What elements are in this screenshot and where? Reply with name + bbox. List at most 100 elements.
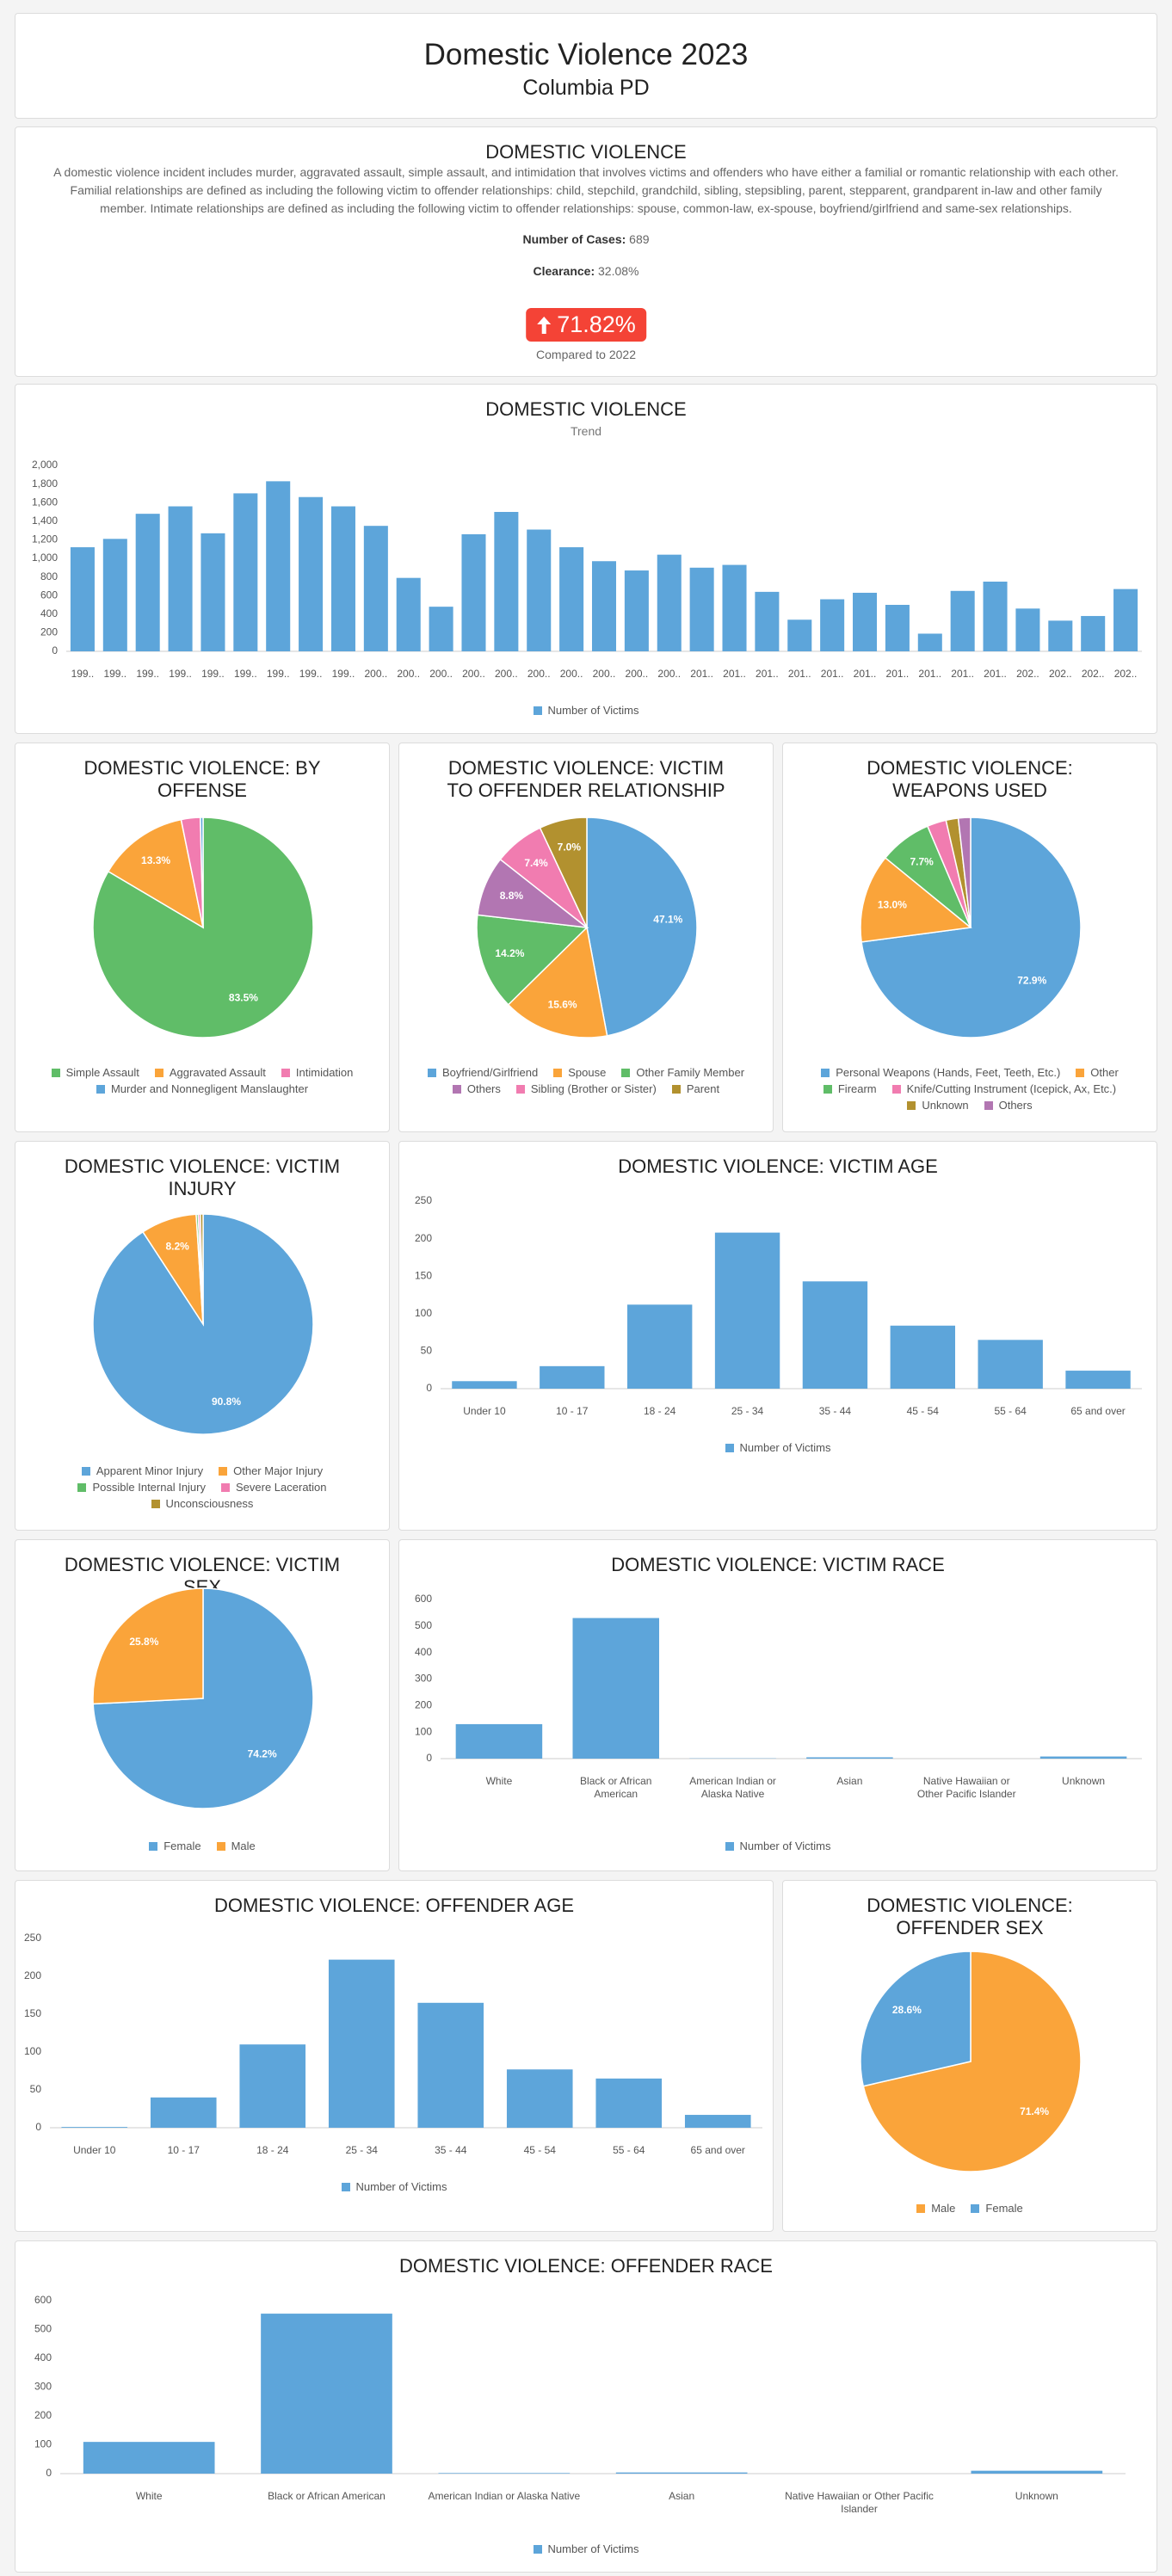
legend-swatch — [971, 2203, 980, 2213]
legend-label: Unconsciousness — [165, 1497, 254, 1510]
legend-item: Others — [452, 1082, 501, 1095]
x-tick-label: Native Hawaiian or Other Pacific Islande… — [785, 2490, 934, 2515]
y-tick-label: 1,000 — [32, 552, 58, 564]
legend: Number of Victims — [33, 2542, 1139, 2555]
x-tick-label: 45 - 54 — [523, 2144, 556, 2156]
chart-title: DOMESTIC VIOLENCE: VICTIM INJURY — [64, 1156, 341, 1199]
chart-panel: DOMESTIC VIOLENCE: VICTIM RACE 0 100 200 300… — [398, 1539, 1157, 1871]
legend-label: Number of Victims — [547, 2542, 639, 2555]
bar — [168, 506, 193, 651]
legend-item: Severe Laceration — [221, 1481, 327, 1494]
y-tick-label: 600 — [415, 1593, 432, 1605]
y-tick-label: 200 — [415, 1699, 432, 1711]
y-tick-label: 600 — [34, 2294, 52, 2306]
chart-subtitle: Trend — [570, 424, 602, 438]
y-tick-label: 500 — [415, 1619, 432, 1631]
legend-label: Female — [985, 2202, 1023, 2215]
bar — [624, 570, 649, 651]
legend: Female Male — [33, 1840, 372, 1852]
chart-plot: 0 50 100 150 200 250 — [24, 1932, 762, 2133]
cases-value: 689 — [629, 232, 650, 246]
bar — [429, 607, 453, 651]
legend-item: Female — [149, 1840, 201, 1852]
y-tick-label: 0 — [52, 644, 58, 656]
slice-label: 8.2% — [165, 1240, 189, 1252]
chart-plot: 83.5% 13.3% — [92, 817, 314, 1038]
legend-label: Severe Laceration — [236, 1481, 327, 1494]
bar — [328, 1959, 395, 2128]
bar — [853, 592, 878, 651]
legend-item: Possible Internal Injury — [77, 1481, 206, 1494]
x-tick-label: 199.. — [299, 668, 323, 680]
legend-swatch — [515, 1084, 525, 1094]
clearance-value: 32.08% — [598, 264, 639, 278]
slice-label: 83.5% — [229, 991, 258, 1003]
change-note: Compared to 2022 — [536, 348, 636, 361]
bar — [1015, 608, 1040, 651]
legend-swatch — [81, 1466, 90, 1476]
bar — [971, 2470, 1103, 2474]
legend-swatch — [553, 1068, 563, 1077]
legend-item: Intimidation — [281, 1066, 353, 1079]
bar — [396, 577, 421, 651]
y-tick-label: 2,000 — [32, 459, 58, 471]
clearance-row: Clearance: 32.08% — [15, 264, 1157, 278]
clearance-label: Clearance: — [533, 264, 595, 278]
legend-label: Other Major Injury — [233, 1464, 324, 1477]
pie-slice — [507, 926, 608, 1038]
x-tick-label: Under 10 — [73, 2144, 116, 2156]
bar — [1065, 1371, 1131, 1389]
legend-item: Sibling (Brother or Sister) — [515, 1082, 657, 1095]
bar — [527, 529, 552, 651]
chart-title: DOMESTIC VIOLENCE: WEAPONS USED — [867, 757, 1073, 801]
chart-title: DOMESTIC VIOLENCE — [485, 398, 687, 420]
bar — [150, 2097, 217, 2128]
x-tick-label: Asian — [669, 2490, 695, 2502]
chart-title: DOMESTIC VIOLENCE: OFFENDER SEX — [867, 1895, 1073, 1938]
bar — [890, 1325, 956, 1389]
legend-item: Simple Assault — [51, 1066, 139, 1079]
chart-plot: 74.2% 25.8% — [92, 1587, 314, 1809]
y-tick-label: 400 — [34, 2351, 52, 2363]
legend-label: Spouse — [568, 1066, 607, 1079]
x-tick-label: 55 - 64 — [994, 1405, 1027, 1417]
legend-swatch — [621, 1068, 631, 1077]
bar — [455, 1723, 543, 1759]
bar — [657, 554, 682, 651]
x-tick-label: 200.. — [592, 668, 616, 680]
legend-label: Knife/Cutting Instrument (Icepick, Ax, E… — [906, 1082, 1117, 1095]
legend-swatch — [341, 2182, 350, 2191]
slice-label: 7.0% — [558, 841, 582, 854]
legend-label: Apparent Minor Injury — [96, 1464, 204, 1477]
legend-label: Unknown — [922, 1099, 969, 1112]
y-tick-label: 50 — [421, 1345, 433, 1357]
legend: Number of Victims — [416, 1840, 1139, 1852]
legend-item: Aggravated Assault — [154, 1066, 266, 1079]
bar — [802, 1281, 868, 1389]
legend-label: Number of Victims — [739, 1441, 831, 1454]
bar — [885, 605, 910, 651]
x-tick-label: 18 - 24 — [644, 1405, 676, 1417]
pie-slice — [862, 1950, 1082, 2172]
x-tick-label: 200.. — [527, 668, 551, 680]
x-tick-label: 10 - 17 — [556, 1405, 589, 1417]
x-tick-label: American Indian or Alaska Native — [428, 2490, 581, 2502]
chart-title: DOMESTIC VIOLENCE: VICTIM AGE — [618, 1156, 938, 1177]
x-tick-label: 201.. — [885, 668, 910, 680]
page-title: Domestic Violence 2023 — [423, 38, 749, 71]
slice-label: 47.1% — [653, 913, 682, 925]
bar — [689, 567, 714, 651]
x-tick-label: 200.. — [364, 668, 388, 680]
chart-plot: 72.9% 13.0% 7.7% — [860, 817, 1082, 1038]
bar — [70, 547, 95, 651]
y-tick-label: 0 — [426, 1382, 432, 1394]
x-tick-label: 200.. — [657, 668, 682, 680]
legend-swatch — [725, 1443, 734, 1452]
legend: Male Female — [800, 2202, 1139, 2215]
bar — [983, 582, 1008, 651]
slice-label: 8.8% — [500, 890, 524, 902]
chart-panel: DOMESTIC VIOLENCE: BY OFFENSE 83.5% 13.3% S… — [15, 743, 390, 1132]
bar — [950, 590, 975, 651]
legend-item: Number of Victims — [725, 1840, 830, 1852]
